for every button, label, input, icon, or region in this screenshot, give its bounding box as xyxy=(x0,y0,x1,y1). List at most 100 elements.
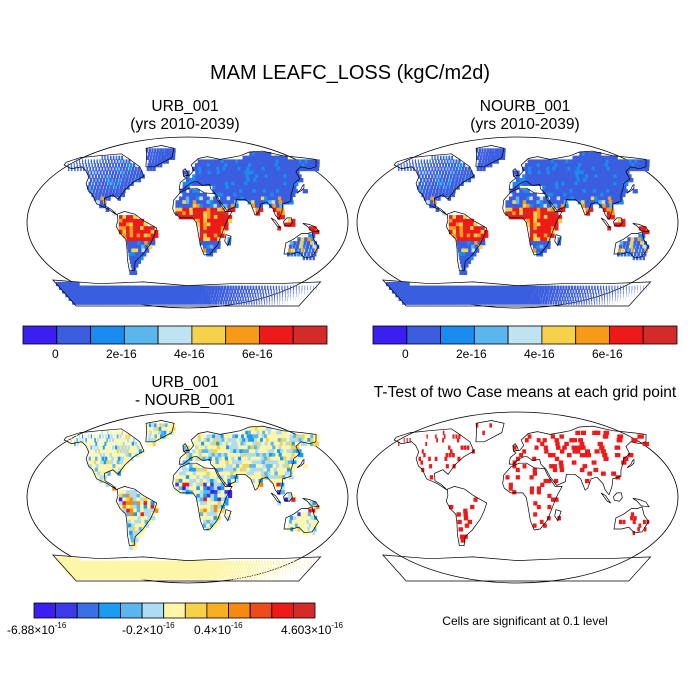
map-cell xyxy=(258,478,263,484)
map-cell xyxy=(471,252,477,257)
map-cell xyxy=(195,441,199,447)
map-cell xyxy=(227,512,232,517)
map-cell xyxy=(112,445,115,450)
map-panel-diff xyxy=(26,411,349,584)
map-cell xyxy=(218,460,224,465)
map-cell xyxy=(463,508,468,513)
map-cell xyxy=(140,237,145,242)
map-cell xyxy=(464,300,469,305)
map-cell xyxy=(148,434,152,439)
map-cell xyxy=(203,233,208,238)
map-cell xyxy=(525,170,530,175)
map-cell xyxy=(605,200,610,205)
map-cell xyxy=(505,296,509,301)
map-cell xyxy=(169,289,173,294)
map-cell xyxy=(102,464,106,469)
map-cell xyxy=(536,486,541,491)
map-cell xyxy=(238,460,244,465)
map-cell xyxy=(296,241,300,246)
map-cell xyxy=(226,445,231,450)
map-cell xyxy=(429,170,432,175)
map-cell xyxy=(605,285,607,290)
map-cell xyxy=(242,449,248,454)
map-cell xyxy=(284,460,290,465)
map-cell xyxy=(137,441,141,447)
map-cell xyxy=(110,434,113,439)
map-cell xyxy=(90,159,92,164)
map-cell xyxy=(256,564,259,569)
map-cell xyxy=(554,438,559,443)
map-cell xyxy=(172,427,176,432)
map-cell xyxy=(243,441,249,447)
coastline-greenland xyxy=(475,145,505,168)
map-cell xyxy=(185,207,190,212)
map-cell xyxy=(557,293,560,298)
map-cell xyxy=(224,453,229,458)
map-cell xyxy=(232,293,235,298)
map-cell xyxy=(598,293,600,298)
map-cell xyxy=(621,460,627,465)
map-cell xyxy=(283,163,290,168)
map-cell xyxy=(616,438,623,443)
map-cell xyxy=(226,434,231,439)
map-cell xyxy=(469,293,474,298)
map-cell xyxy=(548,181,553,186)
map-cell xyxy=(312,166,320,172)
map-cell xyxy=(287,252,290,257)
map-cell xyxy=(559,467,565,473)
map-cell xyxy=(128,166,132,172)
map-cell xyxy=(579,152,585,157)
map-cell xyxy=(556,159,561,164)
map-cell xyxy=(95,464,99,469)
map-cell xyxy=(285,568,286,573)
map-cell xyxy=(204,571,208,576)
map-cell xyxy=(536,490,541,495)
map-cell xyxy=(301,285,303,290)
map-cell xyxy=(502,155,506,160)
map-cell xyxy=(232,159,237,164)
colorbar-diff-label: -6.88×10-16 xyxy=(7,622,66,638)
map-cell xyxy=(213,486,218,491)
map-cell xyxy=(446,185,450,190)
map-cell xyxy=(609,166,616,172)
map-cell xyxy=(131,178,135,183)
map-cell xyxy=(575,289,578,294)
map-cell xyxy=(466,259,472,264)
map-cell xyxy=(279,189,285,194)
map-cell xyxy=(208,181,213,186)
map-cell xyxy=(533,289,536,294)
map-cell xyxy=(267,289,270,294)
map-cell xyxy=(166,564,171,569)
map-cell xyxy=(150,438,154,443)
map-cell xyxy=(271,460,277,465)
map-cell xyxy=(225,166,230,172)
map-cell xyxy=(464,523,470,528)
map-cell xyxy=(446,285,452,290)
map-cell xyxy=(553,174,558,179)
map-cell xyxy=(463,445,467,450)
map-cell xyxy=(458,527,464,532)
map-cell xyxy=(220,226,225,231)
map-cell xyxy=(632,519,636,525)
map-cell xyxy=(137,519,142,525)
map-cell xyxy=(212,575,215,580)
map-cell xyxy=(211,181,216,186)
map-cell xyxy=(239,571,242,576)
map-cell xyxy=(144,300,150,305)
map-cell xyxy=(459,174,463,179)
map-cell xyxy=(265,289,267,294)
map-cell xyxy=(300,516,304,521)
map-cell xyxy=(186,560,190,565)
map-cell xyxy=(175,571,179,576)
map-cell xyxy=(442,155,445,160)
map-cell xyxy=(217,229,222,235)
map-cell xyxy=(147,508,152,513)
map-cell xyxy=(645,248,648,253)
map-cell xyxy=(215,560,218,565)
map-cell xyxy=(175,293,179,298)
map-cell xyxy=(542,163,547,168)
map-cell xyxy=(198,445,203,450)
coastline-japan xyxy=(296,458,305,469)
map-cell xyxy=(440,285,447,290)
map-cell xyxy=(115,464,119,469)
